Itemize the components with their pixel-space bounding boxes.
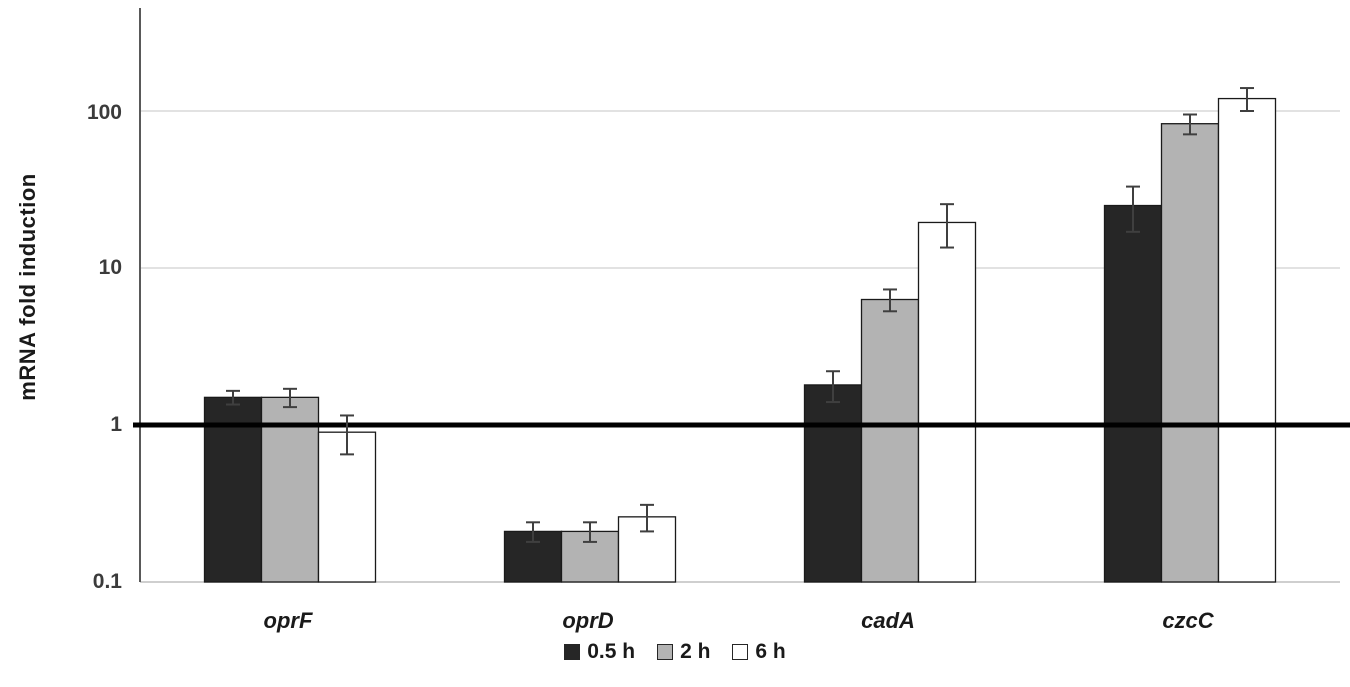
y-tick-label-1: 1: [110, 413, 122, 436]
legend-label: 2 h: [680, 640, 711, 663]
legend-swatch-icon: [657, 644, 674, 660]
y-tick-label-0.1: 0.1: [92, 570, 122, 593]
x-category-label-oprD: oprD: [562, 608, 614, 633]
legend: 0.5 h 2 h 6 h: [0, 640, 1350, 664]
x-category-label-czcC: czcC: [1162, 608, 1214, 633]
legend-item-0.5h: 0.5 h: [564, 640, 635, 664]
legend-item-6h: 6 h: [732, 640, 786, 664]
x-category-label-oprF: oprF: [263, 608, 313, 633]
legend-swatch-icon: [564, 644, 581, 660]
legend-label: 6 h: [755, 640, 786, 663]
x-category-label-cadA: cadA: [861, 608, 915, 633]
legend-swatch-icon: [732, 644, 749, 660]
legend-item-2h: 2 h: [657, 640, 710, 664]
y-tick-label-100: 100: [86, 101, 122, 124]
y-axis-title: mRNA fold induction: [15, 173, 40, 401]
legend-label: 0.5 h: [587, 640, 636, 663]
y-tick-label-10: 10: [98, 256, 122, 279]
